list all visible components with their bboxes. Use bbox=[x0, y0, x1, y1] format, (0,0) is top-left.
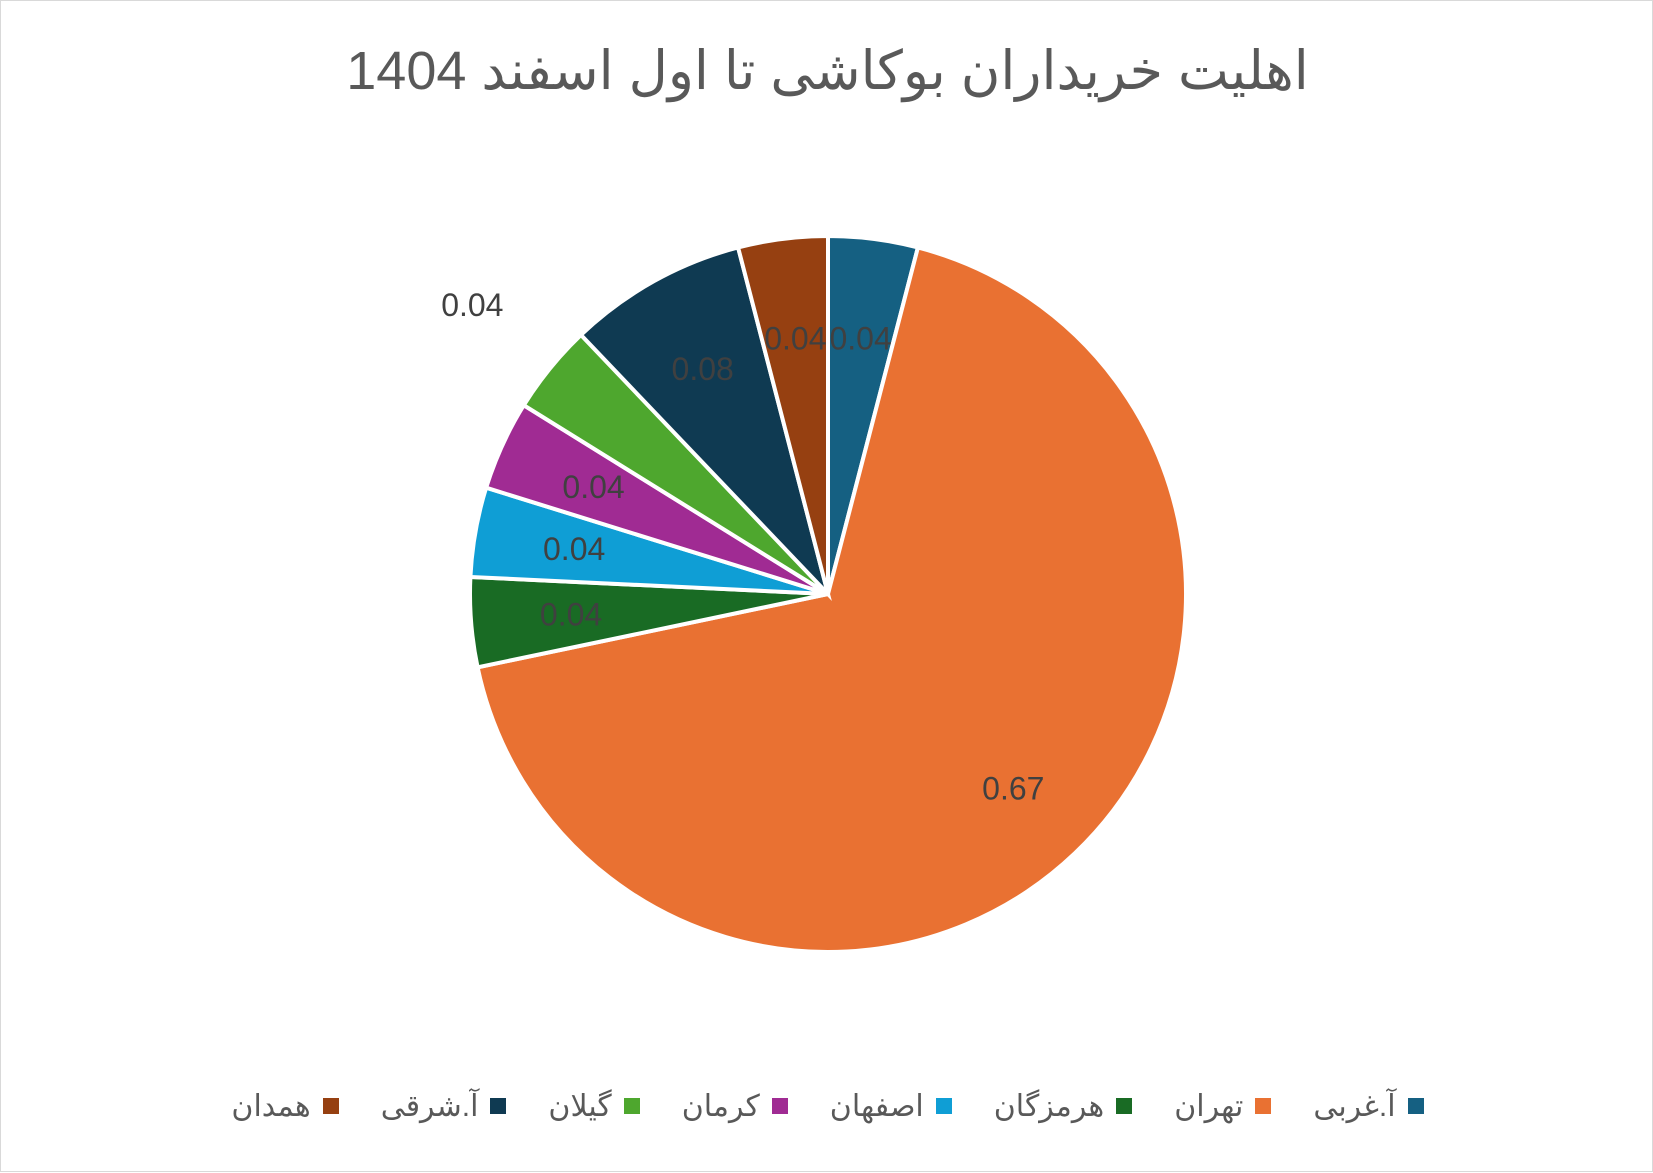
legend-item-2: آ.شرقی bbox=[381, 1089, 507, 1124]
data-label-1: 0.04 bbox=[764, 320, 826, 356]
pie-slice-7 bbox=[475, 245, 1188, 954]
data-label-4: 0.04 bbox=[562, 469, 624, 505]
legend-item-6: هرمزگان bbox=[993, 1089, 1133, 1124]
legend-label-4: کرمان bbox=[681, 1089, 760, 1123]
chart-legend: آ.غربی تهران هرمزگان اصفهان کرمان گیلان آ.شرقی… bbox=[1, 1086, 1653, 1126]
legend-swatch-4 bbox=[771, 1098, 788, 1114]
legend-label-1: همدان bbox=[231, 1089, 311, 1123]
legend-swatch-8 bbox=[1407, 1098, 1424, 1114]
chart-title: اهلیت خریداران بوکاشی تا اول اسفند 1404 bbox=[346, 41, 1309, 101]
legend-swatch-3 bbox=[623, 1098, 640, 1114]
pie-slice-1 bbox=[735, 233, 830, 595]
legend-label-7: تهران bbox=[1174, 1089, 1244, 1123]
legend-item-3: گیلان bbox=[548, 1089, 640, 1124]
pie-slice-2 bbox=[578, 245, 832, 601]
data-label-6: 0.04 bbox=[540, 596, 602, 632]
legend-swatch-2 bbox=[490, 1098, 507, 1114]
data-label-5: 0.04 bbox=[543, 531, 605, 567]
legend-label-3: گیلان bbox=[548, 1089, 612, 1123]
legend-item-7: تهران bbox=[1174, 1089, 1272, 1124]
data-label-2: 0.08 bbox=[672, 351, 734, 387]
legend-item-8: آ.غربی bbox=[1313, 1089, 1424, 1124]
legend-item-1: همدان bbox=[231, 1089, 339, 1124]
legend-swatch-1 bbox=[322, 1098, 339, 1114]
legend-item-5: اصفهان bbox=[830, 1089, 952, 1124]
legend-swatch-7 bbox=[1255, 1098, 1272, 1114]
legend-label-6: هرمزگان bbox=[993, 1089, 1105, 1123]
legend-label-2: آ.شرقی bbox=[380, 1089, 479, 1123]
legend-swatch-6 bbox=[1116, 1098, 1133, 1114]
legend-item-4: کرمان bbox=[682, 1089, 788, 1124]
legend-label-5: اصفهان bbox=[829, 1089, 924, 1123]
legend-swatch-5 bbox=[935, 1098, 952, 1114]
legend-label-8: آ.غربی bbox=[1313, 1089, 1396, 1123]
data-label-8: 0.04 bbox=[829, 320, 891, 356]
data-label-3: 0.04 bbox=[441, 287, 503, 323]
data-label-7: 0.67 bbox=[982, 770, 1044, 806]
